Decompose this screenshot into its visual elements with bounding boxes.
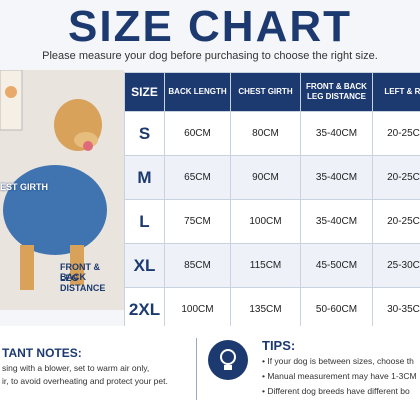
column-header: FRONT & BACK LEG DISTANCE bbox=[300, 72, 373, 112]
table-cell: 25-30C bbox=[372, 243, 420, 288]
divider bbox=[196, 338, 197, 400]
note-line: ir, to avoid overheating and protect you… bbox=[2, 376, 168, 386]
table-cell: 80CM bbox=[230, 111, 301, 156]
table-cell: 90CM bbox=[230, 155, 301, 200]
subtitle: Please measure your dog before purchasin… bbox=[42, 50, 378, 62]
size-cell: S bbox=[124, 111, 165, 156]
table-cell: 30-35C bbox=[372, 287, 420, 332]
header-row: SIZE BACK LENGTH CHEST GIRTH FRONT & BACK L… bbox=[124, 72, 420, 112]
dog-illustration bbox=[0, 70, 124, 310]
table-cell: 115CM bbox=[230, 243, 301, 288]
size-cell: XL bbox=[124, 243, 165, 288]
tip-item: Manual measurement may have 1-3CM bbox=[262, 371, 416, 381]
tip-item: Different dog breeds have different bo bbox=[262, 386, 409, 396]
note-line: sing with a blower, set to warm air only… bbox=[2, 363, 150, 373]
column-header: BACK LENGTH bbox=[164, 72, 231, 112]
column-header: LEFT & RI bbox=[372, 72, 420, 112]
lightbulb-icon bbox=[208, 340, 248, 380]
size-cell: L bbox=[124, 199, 165, 244]
column-header: CHEST GIRTH bbox=[230, 72, 301, 112]
table-cell: 85CM bbox=[164, 243, 231, 288]
table-cell: 65CM bbox=[164, 155, 231, 200]
table-cell: 35-40CM bbox=[300, 155, 373, 200]
table-cell: 20-25C bbox=[372, 111, 420, 156]
tip-item: If your dog is between sizes, choose th bbox=[262, 356, 413, 366]
table-cell: 100CM bbox=[230, 199, 301, 244]
table-row: L 75CM 100CM 35-40CM 20-25C bbox=[124, 199, 420, 244]
table-cell: 20-25C bbox=[372, 155, 420, 200]
table-cell: 45-50CM bbox=[300, 243, 373, 288]
table-row: M 65CM 90CM 35-40CM 20-25C bbox=[124, 155, 420, 200]
title: SIZE CHART bbox=[68, 2, 352, 51]
table-cell: 60CM bbox=[164, 111, 231, 156]
table-cell: 35-40CM bbox=[300, 111, 373, 156]
column-header: SIZE bbox=[124, 72, 165, 112]
table-row: 2XL 100CM 135CM 50-60CM 30-35C bbox=[124, 287, 420, 332]
notes-title: TANT NOTES: bbox=[2, 346, 82, 360]
table-cell: 75CM bbox=[164, 199, 231, 244]
size-cell: M bbox=[124, 155, 165, 200]
dog-photo: EST GIRTH FRONT & BACK LEG DISTANCE bbox=[0, 70, 124, 310]
size-table: SIZE BACK LENGTH CHEST GIRTH FRONT & BACK L… bbox=[124, 72, 420, 332]
leg-label: LEG DISTANCE bbox=[60, 273, 106, 293]
table-cell: 50-60CM bbox=[300, 287, 373, 332]
leg-label: FRONT & BACK bbox=[60, 262, 100, 282]
table-cell: 100CM bbox=[164, 287, 231, 332]
table-row: XL 85CM 115CM 45-50CM 25-30C bbox=[124, 243, 420, 288]
table-row: S 60CM 80CM 35-40CM 20-25C bbox=[124, 111, 420, 156]
table-cell: 35-40CM bbox=[300, 199, 373, 244]
tips-title: TIPS: bbox=[262, 338, 296, 353]
table-cell: 135CM bbox=[230, 287, 301, 332]
size-cell: 2XL bbox=[124, 287, 165, 332]
chest-girth-label: EST GIRTH bbox=[0, 182, 49, 192]
table-cell: 20-25C bbox=[372, 199, 420, 244]
